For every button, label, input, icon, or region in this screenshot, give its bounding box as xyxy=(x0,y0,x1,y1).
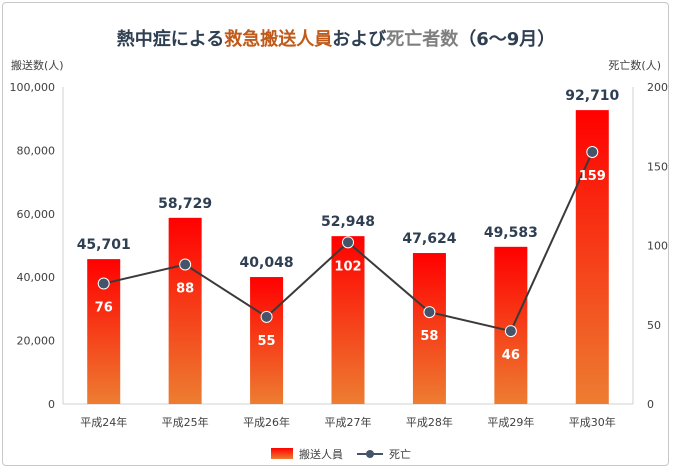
category-label: 平成25年 xyxy=(162,415,209,429)
death-value-label: 55 xyxy=(258,334,276,349)
right-tick-label: 150 xyxy=(647,160,668,173)
right-tick-label: 100 xyxy=(647,240,668,253)
right-axis-caption: 死亡数(人) xyxy=(608,58,661,72)
death-marker xyxy=(260,310,273,323)
line-series xyxy=(97,145,599,338)
death-value-label: 58 xyxy=(420,329,438,344)
bar xyxy=(250,277,284,404)
bar-value-label: 45,701 xyxy=(77,237,131,253)
data-labels: 45,701 58,729 40,048 52,948 47,624 49,583 92,7… xyxy=(77,88,620,363)
bar-value-label: 58,729 xyxy=(158,196,212,212)
category-label: 平成27年 xyxy=(325,415,372,429)
death-marker xyxy=(586,145,599,158)
death-marker xyxy=(179,258,192,271)
right-tick-label: 50 xyxy=(647,319,661,332)
death-marker xyxy=(97,277,110,290)
left-tick-label: 40,000 xyxy=(17,271,56,284)
legend-line-label: 死亡 xyxy=(389,447,411,461)
left-axis-ticks: 0 20,000 40,000 60,000 80,000 100,000 xyxy=(10,81,56,411)
death-value-label: 76 xyxy=(95,301,113,316)
category-label: 平成26年 xyxy=(243,415,290,429)
death-value-label: 88 xyxy=(176,282,194,297)
chart-container: 熱中症による救急搬送人員および死亡者数（6～9月） 搬送数(人) 死亡数(人) … xyxy=(2,2,669,466)
chart: 熱中症による救急搬送人員および死亡者数（6～9月） 搬送数(人) 死亡数(人) … xyxy=(10,28,669,461)
death-value-label: 102 xyxy=(334,259,361,274)
category-label: 平成29年 xyxy=(487,415,534,429)
bar-value-label: 52,948 xyxy=(321,214,375,230)
bar xyxy=(331,236,365,404)
left-tick-label: 80,000 xyxy=(17,144,56,157)
title-part-3: 死亡者数 xyxy=(386,28,459,50)
title-part-0: 熱中症による xyxy=(117,28,224,50)
category-label: 平成24年 xyxy=(80,415,127,429)
bar-value-label: 40,048 xyxy=(240,255,294,271)
category-label: 平成30年 xyxy=(569,415,616,429)
left-tick-label: 100,000 xyxy=(10,81,56,94)
bar-value-label: 47,624 xyxy=(402,231,456,247)
death-marker xyxy=(342,236,354,249)
death-marker xyxy=(423,306,436,319)
death-value-label: 46 xyxy=(502,348,520,363)
right-axis-ticks: 0 50 100 150 200 xyxy=(647,81,668,411)
bar-value-label: 49,583 xyxy=(484,225,538,241)
category-labels: 平成24年 平成25年 平成26年 平成27年 平成28年 平成29年 平成30年 xyxy=(80,415,616,429)
legend-line-marker xyxy=(366,450,374,458)
bar xyxy=(412,253,446,404)
bar xyxy=(575,110,609,404)
left-tick-label: 20,000 xyxy=(17,335,56,348)
left-tick-label: 60,000 xyxy=(17,208,56,221)
bar xyxy=(168,217,202,404)
left-axis-caption: 搬送数(人) xyxy=(11,58,64,72)
right-tick-label: 0 xyxy=(647,398,654,411)
bar-value-label: 92,710 xyxy=(565,88,619,104)
category-label: 平成28年 xyxy=(406,415,453,429)
death-marker xyxy=(504,325,517,338)
bar-series xyxy=(87,110,609,404)
legend: 搬送人員 死亡 xyxy=(271,447,411,461)
legend-bar-swatch xyxy=(271,448,293,459)
title-part-2: および xyxy=(332,29,387,50)
left-tick-label: 0 xyxy=(48,398,55,411)
death-value-label: 159 xyxy=(579,169,606,184)
chart-title: 熱中症による救急搬送人員および死亡者数（6～9月） xyxy=(117,28,556,50)
title-part-1: 救急搬送人員 xyxy=(224,28,332,50)
right-tick-label: 200 xyxy=(647,81,668,94)
legend-bar-label: 搬送人員 xyxy=(299,447,343,461)
title-part-4: （6～9月） xyxy=(458,29,555,50)
